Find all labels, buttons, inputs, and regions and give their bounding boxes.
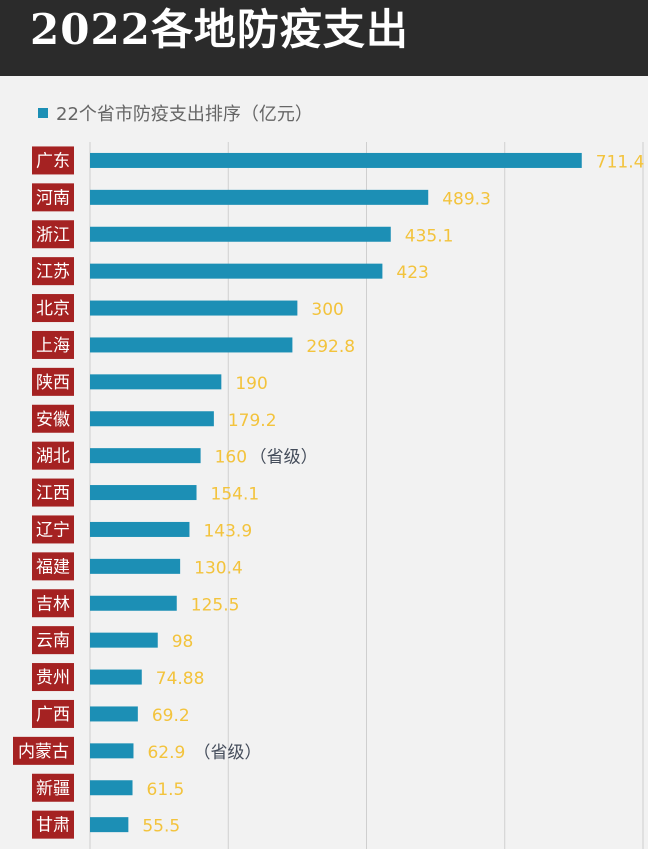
bar bbox=[90, 226, 391, 242]
category-label-bg bbox=[32, 404, 74, 433]
category-label-bg bbox=[32, 663, 74, 692]
category-label: 浙江 bbox=[36, 225, 70, 245]
category-label-bg bbox=[32, 330, 74, 359]
value-label: 74.88 bbox=[156, 669, 205, 689]
category-label: 广东 bbox=[36, 151, 70, 171]
category-label-bg bbox=[32, 699, 74, 728]
category-label-bg bbox=[32, 773, 74, 802]
bar bbox=[90, 189, 429, 205]
category-label: 福建 bbox=[36, 557, 70, 577]
value-label: 62.9 bbox=[147, 743, 185, 763]
bar bbox=[90, 632, 158, 648]
value-label: 711.4 bbox=[596, 152, 645, 172]
value-label: 130.4 bbox=[194, 558, 243, 578]
category-label-bg bbox=[32, 294, 74, 323]
bar bbox=[90, 485, 197, 501]
category-label: 吉林 bbox=[36, 594, 70, 614]
category-label: 贵州 bbox=[36, 668, 70, 688]
category-label-bg bbox=[32, 478, 74, 507]
page-title: 2022各地防疫支出 bbox=[30, 5, 409, 54]
category-label-bg bbox=[32, 257, 74, 286]
category-label: 新疆 bbox=[36, 779, 70, 799]
value-label: 160 bbox=[215, 448, 247, 468]
bar bbox=[90, 521, 190, 537]
category-label: 北京 bbox=[36, 299, 70, 319]
category-label: 辽宁 bbox=[36, 520, 70, 540]
legend-label: 22个省市防疫支出排序（亿元） bbox=[56, 104, 313, 125]
bar bbox=[90, 669, 142, 685]
bar bbox=[90, 411, 214, 427]
value-label: 69.2 bbox=[152, 706, 190, 726]
category-label-bg bbox=[32, 589, 74, 618]
category-label: 陕西 bbox=[36, 373, 70, 393]
category-label-bg bbox=[32, 810, 74, 839]
value-label: 300 bbox=[311, 300, 343, 320]
category-label: 河南 bbox=[36, 188, 70, 208]
bar bbox=[90, 817, 129, 833]
bar bbox=[90, 558, 181, 574]
category-label: 江苏 bbox=[36, 262, 70, 282]
category-label-bg bbox=[32, 367, 74, 396]
category-label-bg bbox=[13, 736, 74, 765]
bar bbox=[90, 263, 383, 279]
category-label: 湖北 bbox=[36, 447, 70, 467]
bar bbox=[90, 374, 222, 390]
bar bbox=[90, 300, 298, 316]
value-label: 61.5 bbox=[147, 780, 185, 800]
bar bbox=[90, 337, 293, 353]
note-label: （省级） bbox=[250, 448, 318, 468]
category-label: 云南 bbox=[36, 631, 70, 651]
value-label: 423 bbox=[396, 263, 428, 283]
category-label-bg bbox=[32, 626, 74, 655]
category-label-bg bbox=[32, 220, 74, 249]
value-label: 154.1 bbox=[211, 485, 260, 505]
category-label-bg bbox=[32, 515, 74, 544]
bar bbox=[90, 706, 138, 722]
legend-swatch bbox=[38, 108, 48, 118]
bar bbox=[90, 780, 133, 796]
bar bbox=[90, 448, 201, 464]
category-label: 广西 bbox=[36, 705, 70, 725]
category-label-bg bbox=[32, 183, 74, 212]
category-label-bg bbox=[32, 146, 74, 175]
bar bbox=[90, 743, 134, 759]
category-label: 甘肃 bbox=[36, 816, 70, 836]
category-label: 上海 bbox=[36, 336, 70, 356]
value-label: 489.3 bbox=[442, 189, 491, 209]
bar bbox=[90, 152, 582, 168]
value-label: 98 bbox=[172, 632, 194, 652]
header-bar: 2022各地防疫支出 bbox=[0, 0, 648, 76]
bar bbox=[90, 595, 177, 611]
value-label: 179.2 bbox=[228, 411, 277, 431]
value-label: 435.1 bbox=[405, 226, 454, 246]
value-label: 292.8 bbox=[306, 337, 355, 357]
chart-legend: 22个省市防疫支出排序（亿元） bbox=[38, 100, 313, 126]
category-label-bg bbox=[32, 552, 74, 581]
value-label: 55.5 bbox=[142, 817, 180, 837]
category-label-bg bbox=[32, 441, 74, 470]
category-label: 内蒙古 bbox=[18, 742, 69, 762]
value-label: 125.5 bbox=[191, 595, 240, 615]
note-label: （省级） bbox=[193, 743, 261, 763]
value-label: 190 bbox=[235, 374, 267, 394]
category-label: 江西 bbox=[36, 484, 70, 504]
value-label: 143.9 bbox=[203, 521, 252, 541]
category-label: 安徽 bbox=[36, 410, 70, 430]
